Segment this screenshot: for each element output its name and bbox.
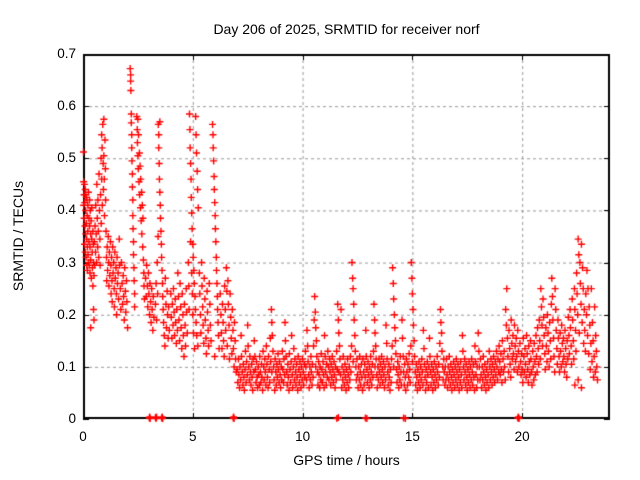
y-tick-label: 0.6 xyxy=(57,98,76,114)
x-tick-label: 15 xyxy=(404,429,420,444)
y-axis-title: SRMTID / TECUs xyxy=(10,180,26,292)
x-axis-title: GPS time / hours xyxy=(293,452,400,468)
x-tick-label: 5 xyxy=(189,429,197,444)
y-tick-label: 0.7 xyxy=(57,46,76,61)
x-tick-label: 0 xyxy=(79,429,87,444)
y-tick-label: 0.1 xyxy=(57,358,76,374)
y-tick-label: 0.4 xyxy=(57,202,76,218)
x-tick-label: 10 xyxy=(295,429,311,444)
y-tick-label: 0 xyxy=(68,411,76,426)
y-tick-label: 0.5 xyxy=(57,150,76,166)
x-tick-label: 20 xyxy=(514,429,530,444)
y-tick-label: 0.2 xyxy=(57,306,76,322)
y-tick-label: 0.3 xyxy=(57,254,76,270)
chart-title: Day 206 of 2025, SRMTID for receiver nor… xyxy=(213,21,480,37)
